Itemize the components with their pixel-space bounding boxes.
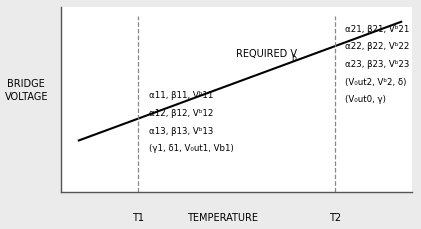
Text: α12, β12, Vᵇ12: α12, β12, Vᵇ12	[149, 109, 213, 118]
Text: BRIDGE
VOLTAGE: BRIDGE VOLTAGE	[5, 79, 48, 102]
Text: REQUIRED V: REQUIRED V	[237, 49, 298, 59]
Text: (V₀ut0, γ): (V₀ut0, γ)	[345, 95, 386, 104]
Text: TEMPERATURE: TEMPERATURE	[187, 213, 258, 223]
Text: α22, β22, Vᵇ22: α22, β22, Vᵇ22	[345, 42, 410, 51]
Text: α23, β23, Vᵇ23: α23, β23, Vᵇ23	[345, 60, 410, 69]
Text: T2: T2	[328, 213, 341, 223]
Text: α21, β21, Vᵇ21: α21, β21, Vᵇ21	[345, 25, 410, 34]
Text: (γ1, δ1, V₀ut1, Vb1): (γ1, δ1, V₀ut1, Vb1)	[149, 144, 234, 153]
Text: (V₀ut2, Vᵇ2, δ): (V₀ut2, Vᵇ2, δ)	[345, 78, 407, 87]
Text: α11, β11, Vᵇ11: α11, β11, Vᵇ11	[149, 91, 213, 101]
Text: b: b	[291, 55, 296, 63]
Text: α13, β13, Vᵇ13: α13, β13, Vᵇ13	[149, 127, 213, 136]
Text: T1: T1	[132, 213, 144, 223]
